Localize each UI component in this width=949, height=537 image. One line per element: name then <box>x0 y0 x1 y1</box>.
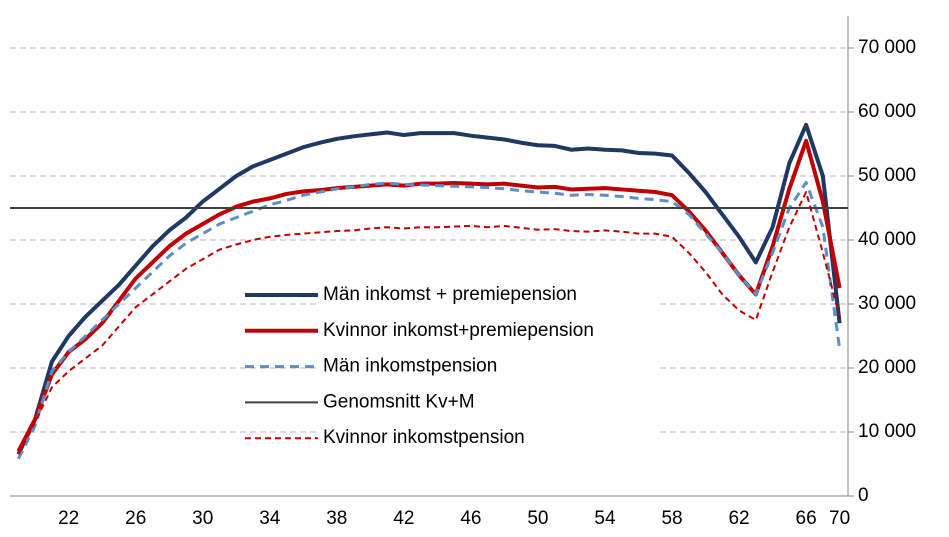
x-tick-label: 58 <box>661 508 682 529</box>
legend-label: Genomsnitt Kv+M <box>323 391 475 412</box>
y-tick-label: 50 000 <box>858 165 916 186</box>
x-tick-label: 42 <box>393 508 414 529</box>
y-tick-label: 60 000 <box>858 101 916 122</box>
x-tick-label: 54 <box>594 508 616 529</box>
series-line <box>16 122 842 456</box>
legend-background <box>320 319 660 342</box>
y-tick-label: 20 000 <box>858 357 916 378</box>
x-tick-label: 38 <box>326 508 347 529</box>
legend-background <box>320 391 660 414</box>
legend-background <box>320 427 660 450</box>
x-tick-label: 34 <box>259 508 281 529</box>
x-tick-label: 50 <box>527 508 548 529</box>
legend-label: Kvinnor inkomstpension <box>323 427 525 448</box>
x-tick-label: 30 <box>192 508 213 529</box>
legend-label: Män inkomstpension <box>323 356 497 377</box>
x-tick-label: 62 <box>728 508 749 529</box>
y-tick-label: 0 <box>858 485 869 506</box>
y-tick-label: 70 000 <box>858 37 916 58</box>
legend-label: Kvinnor inkomst+premiepension <box>323 320 594 341</box>
x-tick-label: 26 <box>125 508 146 529</box>
legend-background <box>320 355 660 378</box>
x-tick-label: 22 <box>58 508 79 529</box>
x-tick-label: 66 <box>796 508 817 529</box>
y-tick-label: 30 000 <box>858 293 916 314</box>
series-line <box>16 138 842 453</box>
legend-label: Män inkomst + premiepension <box>323 284 577 305</box>
y-tick-label: 40 000 <box>858 229 916 250</box>
x-tick-label: 46 <box>460 508 481 529</box>
series-line <box>17 180 842 460</box>
legend-background <box>320 284 660 306</box>
series-line <box>17 191 841 455</box>
x-tick-label: 70 <box>829 508 850 529</box>
y-tick-label: 10 000 <box>858 421 916 442</box>
